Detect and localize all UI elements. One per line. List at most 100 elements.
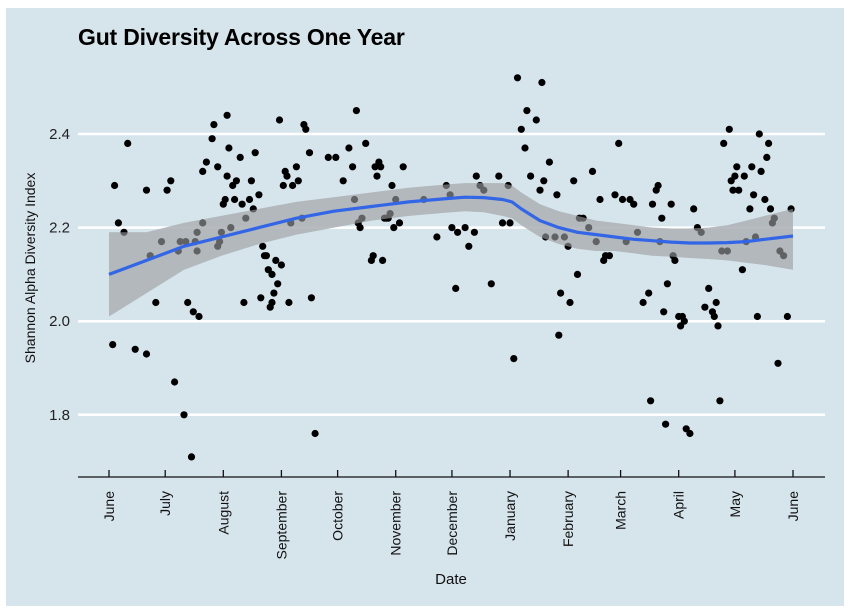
data-point	[654, 181, 662, 190]
data-point	[710, 312, 718, 321]
data-point	[527, 172, 535, 180]
data-point	[740, 172, 748, 180]
x-tick-label: August	[215, 491, 231, 535]
data-point	[729, 186, 737, 194]
confidence-band-overlay	[109, 183, 793, 317]
data-point	[109, 341, 117, 349]
data-point	[667, 200, 675, 208]
data-point	[195, 312, 203, 321]
data-point	[639, 298, 647, 307]
data-point	[279, 181, 287, 190]
data-point	[111, 181, 119, 190]
x-tick-label: September	[273, 491, 289, 560]
chart-title: Gut Diversity Across One Year	[78, 24, 405, 50]
data-point	[171, 378, 179, 386]
data-point	[506, 219, 514, 227]
data-point	[545, 158, 554, 166]
data-point	[690, 205, 698, 213]
data-point	[274, 280, 282, 288]
data-point	[573, 270, 582, 278]
data-point	[647, 397, 655, 405]
data-point	[142, 186, 151, 194]
data-point	[523, 107, 531, 115]
data-point	[555, 331, 563, 339]
data-point	[283, 172, 291, 180]
data-point	[746, 205, 754, 213]
data-point	[686, 429, 694, 438]
data-point	[513, 74, 522, 82]
data-point	[630, 200, 638, 208]
data-point	[448, 224, 456, 232]
data-point	[615, 139, 623, 147]
data-point	[725, 125, 733, 133]
data-point	[390, 224, 398, 232]
y-axis-ticks: 1.8 2.0 2.2 2.4	[49, 126, 70, 424]
data-point	[714, 322, 722, 330]
data-point	[167, 177, 175, 185]
data-point	[225, 144, 233, 152]
data-point	[645, 289, 653, 297]
data-point	[388, 181, 396, 190]
x-axis: June July August September October November De…	[78, 470, 825, 559]
data-point	[662, 420, 670, 428]
data-point	[223, 172, 231, 180]
data-point	[705, 284, 713, 292]
data-point	[731, 172, 739, 180]
data-point	[733, 163, 741, 171]
data-point	[701, 303, 709, 311]
data-point	[187, 453, 196, 461]
data-point	[311, 429, 319, 438]
y-tick-label: 2.2	[49, 220, 70, 237]
data-point	[349, 163, 357, 171]
data-point	[487, 280, 495, 288]
data-point	[461, 224, 469, 232]
data-point	[377, 163, 385, 171]
data-point	[761, 195, 769, 204]
data-point	[124, 139, 132, 147]
data-point	[294, 177, 302, 185]
data-point	[454, 228, 462, 236]
data-point	[272, 256, 280, 264]
data-point	[735, 186, 743, 194]
data-point	[131, 345, 139, 353]
data-point	[238, 200, 246, 208]
data-point	[184, 298, 192, 307]
x-tick-label: April	[671, 491, 687, 519]
data-point	[472, 172, 480, 180]
data-point	[748, 163, 756, 171]
data-point	[163, 186, 171, 194]
data-point	[680, 317, 688, 325]
data-point	[356, 224, 364, 232]
data-point	[114, 219, 122, 227]
data-point	[495, 172, 503, 180]
data-point	[255, 191, 263, 199]
data-point	[232, 177, 240, 185]
x-tick-label: March	[613, 491, 629, 530]
data-point	[536, 186, 544, 194]
data-point	[757, 167, 765, 175]
data-point	[557, 289, 565, 297]
data-point	[671, 256, 679, 264]
data-point	[510, 355, 518, 363]
data-point	[783, 312, 792, 321]
data-point	[231, 195, 239, 204]
data-point	[755, 130, 763, 138]
data-point	[152, 298, 160, 307]
data-point	[716, 397, 724, 405]
data-point	[189, 308, 197, 316]
data-point	[588, 167, 597, 175]
data-point	[324, 153, 332, 161]
data-point	[774, 359, 782, 367]
data-point	[245, 195, 254, 204]
data-point	[305, 149, 314, 157]
data-point	[712, 298, 720, 307]
data-point	[517, 125, 525, 133]
data-point	[270, 289, 278, 297]
data-point	[339, 177, 347, 185]
data-point	[648, 200, 657, 208]
data-point	[660, 308, 668, 316]
data-point	[302, 125, 310, 133]
x-tick-label: February	[560, 491, 576, 547]
data-point	[765, 139, 773, 147]
